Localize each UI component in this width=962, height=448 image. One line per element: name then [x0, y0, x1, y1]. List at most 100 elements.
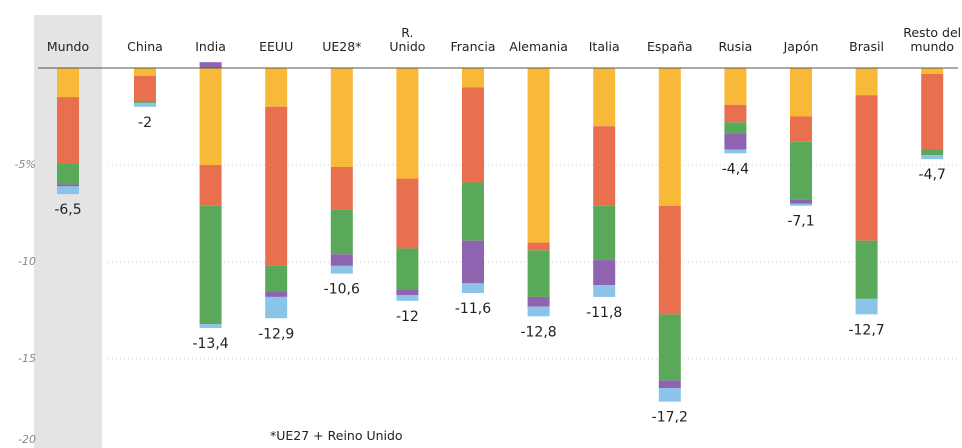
total-label: -10,6: [324, 282, 360, 298]
bar-segment: [134, 102, 156, 107]
bar-segment: [199, 62, 222, 68]
bar-segment: [199, 324, 222, 328]
y-tick-label: -20: [18, 433, 36, 446]
bar-segment: [724, 68, 747, 105]
bar-segment: [462, 240, 484, 284]
bar-segment: [855, 68, 878, 96]
bar-segment: [265, 296, 288, 319]
bar-segment: [265, 68, 288, 107]
category-label: EEUU: [259, 39, 294, 54]
bar-segment: [462, 87, 484, 183]
total-label: -7,1: [787, 214, 814, 230]
total-label: -12,8: [520, 324, 556, 340]
bar-segment: [330, 209, 353, 255]
total-label: -12,9: [258, 326, 294, 342]
bar-segment: [265, 265, 288, 292]
bar-segment: [658, 314, 681, 381]
bar-segment: [462, 283, 484, 294]
bar-segment: [396, 178, 419, 249]
bar-segment: [265, 291, 288, 297]
category-label: Francia: [450, 39, 496, 54]
bar-segment: [658, 205, 681, 315]
category-label: Mundo: [46, 39, 90, 54]
bar-segment: [658, 388, 681, 402]
bar-segment: [593, 205, 616, 261]
bar-segment: [330, 254, 353, 266]
bar-segment: [330, 265, 353, 274]
bar-segment: [527, 306, 550, 317]
category-label: R. Unido: [389, 25, 426, 54]
bar-segment: [790, 68, 812, 117]
bar-segment: [658, 380, 681, 389]
bar-segment: [855, 240, 878, 299]
bar-segment: [921, 155, 944, 160]
category-label: UE28*: [322, 39, 362, 54]
bar-segment: [462, 68, 484, 88]
footnote: *UE27 + Reino Unido: [270, 428, 403, 443]
bar-segment: [921, 73, 944, 150]
y-tick-label: -15: [18, 352, 36, 365]
bar-segment: [330, 166, 353, 210]
bar-segment: [396, 294, 419, 301]
bar-segment: [724, 149, 747, 154]
bar-segment: [593, 68, 616, 127]
bar-segment: [396, 68, 419, 179]
category-label: Resto del mundo: [903, 25, 962, 54]
bar-segment: [593, 285, 616, 297]
bar-segment: [199, 205, 222, 325]
bar-segment: [790, 141, 812, 200]
total-label: -4,4: [722, 161, 749, 177]
category-label: Rusia: [718, 39, 753, 54]
bar-segment: [593, 260, 616, 286]
bar-segment: [921, 68, 944, 74]
bar-segment: [724, 133, 747, 150]
category-label: China: [127, 39, 163, 54]
total-label: -6,5: [54, 202, 81, 218]
category-label: Alemania: [509, 39, 568, 54]
total-label: -13,4: [192, 336, 228, 352]
bar-segment: [790, 116, 812, 142]
total-label: -12,7: [848, 322, 884, 338]
category-label: India: [195, 39, 226, 54]
category-label: Japón: [783, 39, 819, 54]
bar-segment: [658, 68, 681, 206]
bar-segment: [855, 298, 878, 315]
total-label: -4,7: [919, 167, 946, 183]
bar-segment: [57, 186, 79, 195]
bar-segment: [57, 163, 79, 185]
bar-segment: [396, 248, 419, 290]
total-label: -11,6: [455, 301, 491, 317]
category-label: Italia: [588, 39, 620, 54]
total-label: -17,2: [652, 410, 688, 426]
bar-segment: [724, 122, 747, 134]
bar-segment: [199, 165, 222, 206]
bar-segment: [527, 68, 550, 243]
bar-segment: [396, 289, 419, 295]
bar-segment: [57, 184, 79, 187]
bar-segment: [134, 68, 156, 76]
bar-segment: [855, 95, 878, 241]
bar-segment: [265, 106, 288, 266]
bar-segment: [527, 296, 550, 307]
bar-segment: [790, 203, 812, 206]
bar-segment: [921, 149, 944, 156]
bar-segment: [57, 97, 79, 164]
bar-segment: [527, 242, 550, 251]
bar-segment: [593, 126, 616, 206]
bar-segment: [134, 75, 156, 101]
bar-segment: [724, 104, 747, 123]
bar-segment: [330, 68, 353, 167]
y-tick-label: -5%: [15, 158, 36, 171]
bar-segment: [790, 199, 812, 204]
bar-segment: [134, 100, 156, 103]
category-label: Brasil: [849, 39, 885, 54]
bar-segment: [57, 68, 79, 98]
bar-segment: [199, 68, 222, 165]
y-tick-label: -10: [18, 255, 36, 268]
bar-segment: [462, 182, 484, 241]
category-label: España: [647, 39, 693, 54]
total-label: -2: [138, 115, 152, 131]
total-label: -11,8: [586, 305, 622, 321]
